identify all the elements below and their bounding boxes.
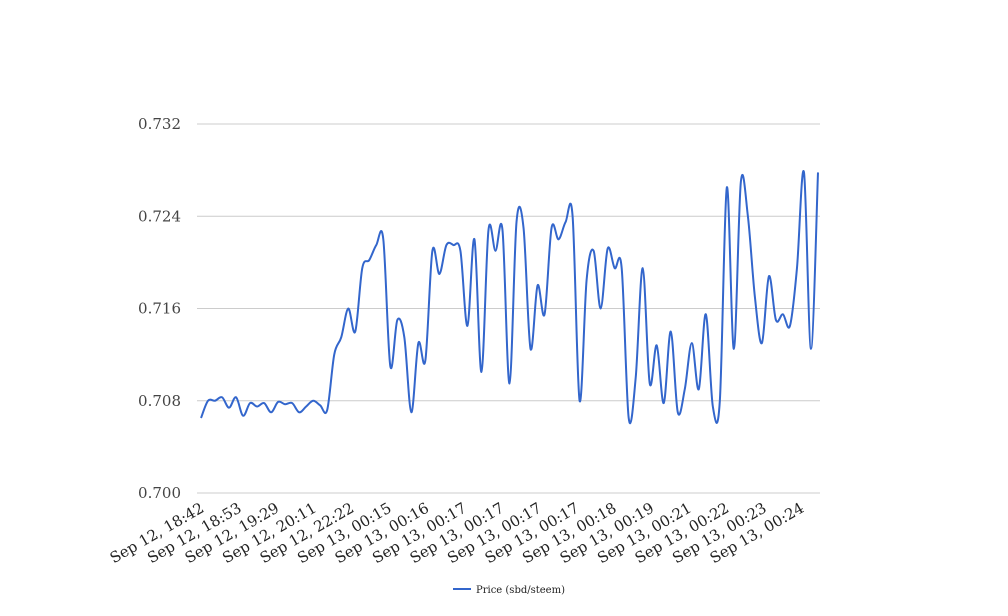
legend: Price (sbd/steem) [453, 585, 565, 596]
series-line-price [200, 169, 819, 425]
gridlines [197, 123, 820, 494]
y-tick-label: 0.708 [138, 392, 181, 410]
y-tick-label: 0.716 [138, 300, 181, 318]
legend-label: Price (sbd/steem) [476, 585, 565, 596]
y-tick-label: 0.700 [138, 484, 181, 502]
series-layer [200, 169, 819, 425]
y-axis-ticks: 0.700 0.708 0.716 0.724 0.732 [138, 115, 181, 502]
y-tick-label: 0.724 [138, 207, 181, 225]
y-tick-label: 0.732 [138, 115, 181, 133]
